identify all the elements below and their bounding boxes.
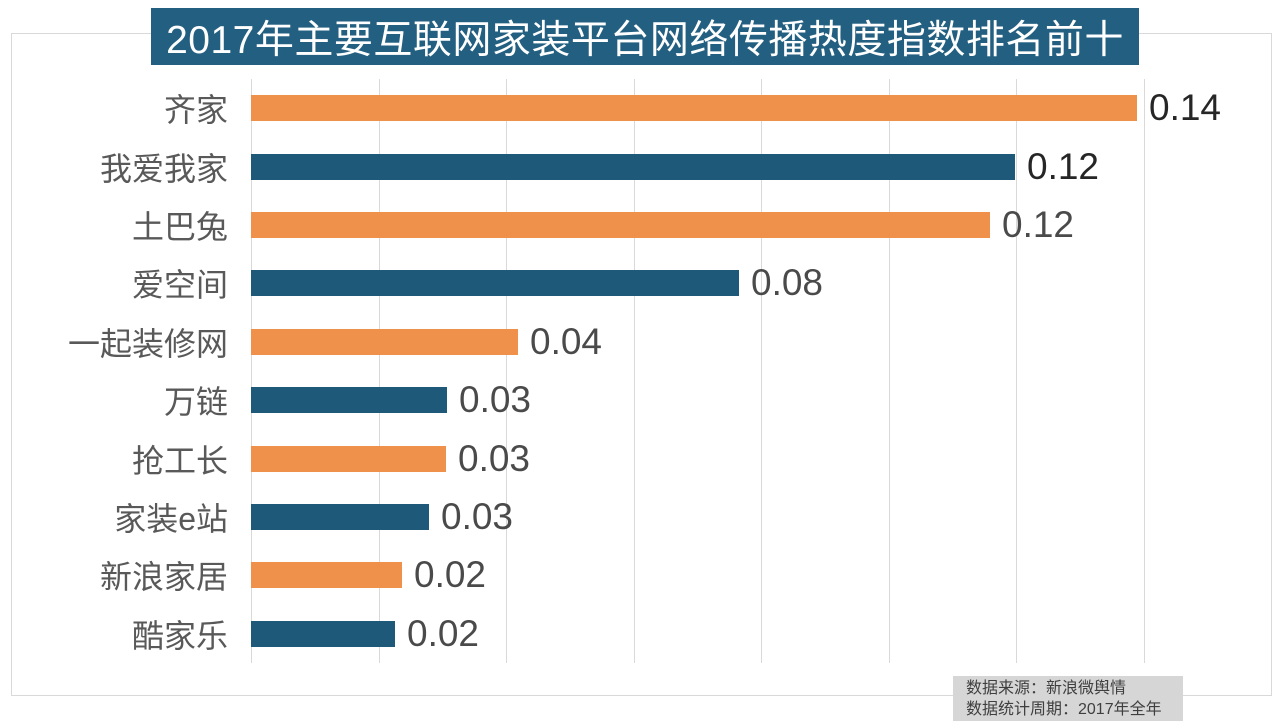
chart-row: 一起装修网 0.04 [0,313,1282,371]
category-label: 爱空间 [131,267,228,304]
source-line-2: 数据统计周期：2017年全年 [966,701,1162,718]
gridline [506,79,507,663]
category-label: 酷家乐 [131,617,228,654]
chart-row: 我爱我家 0.12 [0,137,1282,195]
category-label: 土巴兔 [131,208,228,245]
chart-title: 2017年主要互联网家装平台网络传播热度指数排名前十 [151,8,1139,65]
data-source-note: 数据来源：新浪微舆情 数据统计周期：2017年全年 [953,676,1183,721]
chart-row: 齐家 0.14 [0,79,1282,137]
category-label: 万链 [163,384,228,421]
bar [251,211,990,238]
chart-row: 万链 0.03 [0,371,1282,429]
gridline [1016,79,1017,663]
bar [251,620,395,647]
chart-row: 家装e站 0.03 [0,488,1282,546]
category-label: 一起装修网 [67,325,228,362]
gridline [633,79,635,663]
chart-row: 抢工长 0.03 [0,429,1282,487]
value-label: 0.02 [407,612,480,654]
value-label: 0.04 [530,320,603,362]
chart-row: 酷家乐 0.02 [0,605,1282,663]
value-label: 0.03 [458,437,531,479]
bar [251,328,518,355]
gridline [251,79,252,663]
chart-row: 爱空间 0.08 [0,254,1282,312]
category-label: 齐家 [163,92,228,129]
value-label: 0.02 [414,554,487,596]
gridline [1143,79,1145,663]
gridline [1271,79,1272,663]
bar [251,387,447,414]
value-label: 0.12 [1027,145,1100,187]
value-label: 0.08 [751,262,824,304]
bar [251,562,402,589]
bar [251,95,1137,122]
plot-area [251,79,1272,663]
chart-row: 新浪家居 0.02 [0,546,1282,604]
value-label: 0.12 [1002,203,1075,245]
source-line-1: 数据来源：新浪微舆情 [966,680,1127,697]
chart-frame [11,33,1272,696]
category-label: 抢工长 [131,442,228,479]
gridline [378,79,380,663]
value-label: 0.03 [459,379,532,421]
bar [251,445,446,472]
bar [251,270,739,297]
category-label: 家装e站 [114,500,228,537]
category-label: 新浪家居 [99,559,228,596]
bar-rows: 齐家 0.14 我爱我家 0.12 土巴兔 0.12 爱空间 0.08 一起装修网 0.04 万链 0… [0,79,1282,663]
bar [251,503,429,530]
gridline [888,79,890,663]
gridline [761,79,762,663]
chart-row: 土巴兔 0.12 [0,196,1282,254]
bar [251,153,1015,180]
category-label: 我爱我家 [99,150,228,187]
value-label: 0.03 [441,495,514,537]
value-label: 0.14 [1149,87,1222,129]
